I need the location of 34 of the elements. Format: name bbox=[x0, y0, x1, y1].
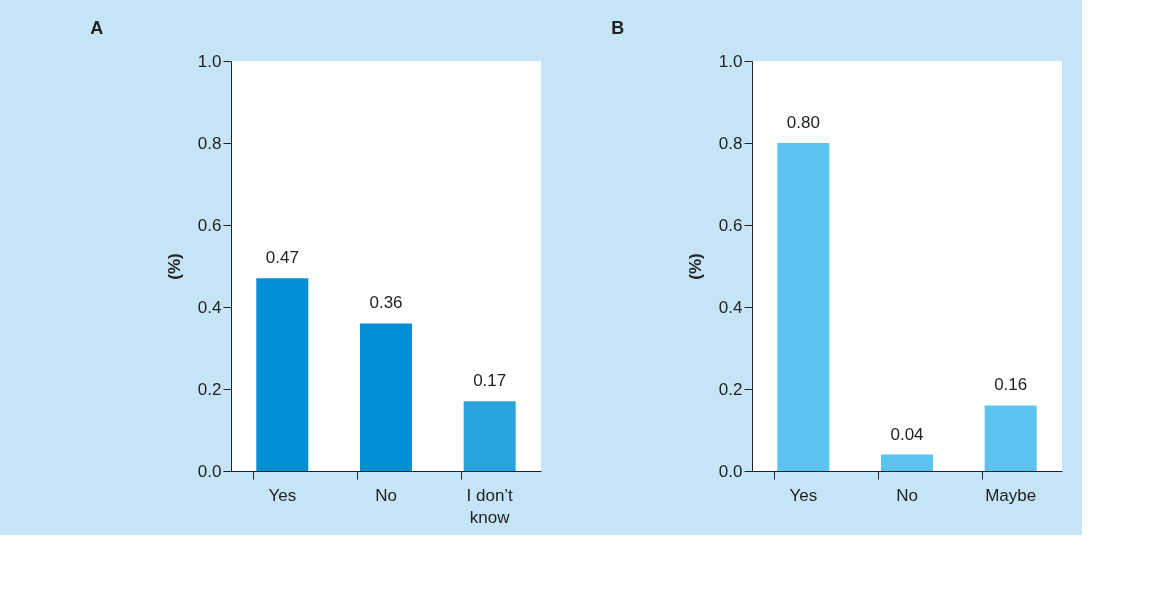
x-tick-label: Maybe bbox=[985, 485, 1037, 505]
y-tick-label: 1.0 bbox=[197, 51, 222, 71]
data-label: 0.36 bbox=[369, 293, 403, 313]
data-label: 0.04 bbox=[890, 424, 924, 444]
bar bbox=[256, 278, 309, 471]
y-tick-label: 0.4 bbox=[197, 297, 222, 317]
bar bbox=[463, 401, 516, 471]
y-tick-label: 0.8 bbox=[718, 133, 743, 153]
y-axis-title: (%) bbox=[685, 253, 705, 280]
y-tick-label: 0.0 bbox=[718, 461, 743, 481]
y-tick-label: 0.2 bbox=[197, 379, 222, 399]
chart-title: B bbox=[611, 18, 625, 38]
data-label: 0.16 bbox=[994, 375, 1028, 395]
bar bbox=[777, 143, 830, 471]
data-label: 0.80 bbox=[786, 113, 820, 132]
data-label: 0.17 bbox=[473, 371, 507, 391]
x-tick-label: I don’t know bbox=[466, 485, 514, 527]
x-tick-label: No bbox=[375, 485, 397, 505]
y-tick-label: 0.0 bbox=[197, 461, 222, 481]
bar bbox=[360, 323, 412, 471]
y-tick-label: 0.2 bbox=[718, 379, 743, 399]
y-tick-label: 0.8 bbox=[197, 133, 222, 153]
chart-title: A bbox=[90, 18, 104, 38]
data-label: 0.47 bbox=[265, 248, 299, 268]
y-tick-label: 1.0 bbox=[718, 51, 743, 71]
y-tick-label: 0.6 bbox=[197, 215, 222, 235]
y-axis-title: (%) bbox=[164, 253, 184, 280]
y-tick-label: 0.4 bbox=[718, 297, 743, 317]
y-tick-label: 0.6 bbox=[718, 215, 743, 235]
x-tick-label: No bbox=[896, 485, 918, 505]
bar bbox=[984, 405, 1037, 471]
x-tick-label: Yes bbox=[789, 485, 818, 505]
x-tick-label: Yes bbox=[268, 485, 297, 505]
bar bbox=[881, 454, 933, 471]
